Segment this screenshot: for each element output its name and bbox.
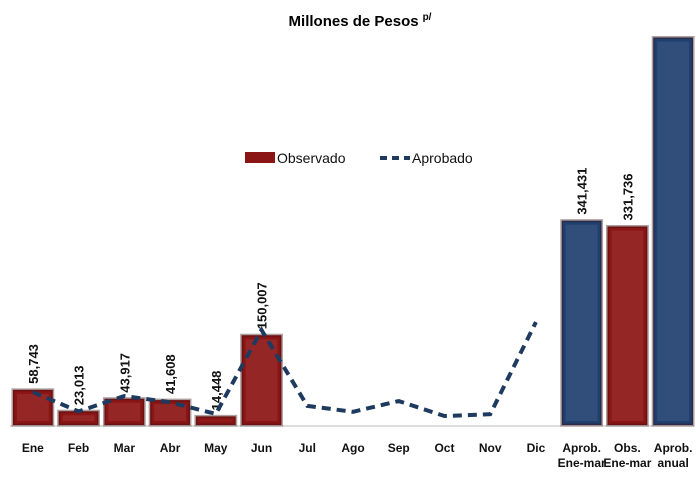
bar xyxy=(651,36,695,427)
bar-sheen xyxy=(62,415,95,421)
bar xyxy=(11,388,55,427)
data-label: 341,431 xyxy=(575,168,590,215)
data-label: 43,917 xyxy=(117,353,132,393)
data-label: 58,743 xyxy=(26,344,41,384)
data-label: 150,007 xyxy=(255,282,270,329)
chart-title: Millones de Pesos p/ xyxy=(289,12,432,30)
x-tick-label: Feb xyxy=(67,441,90,455)
bar xyxy=(102,397,146,427)
title-text: Millones de Pesos xyxy=(289,13,419,30)
bar xyxy=(240,333,283,427)
x-tick-label: Nov xyxy=(478,441,502,455)
x-tick-label: Aprob. anual xyxy=(653,441,693,470)
bar xyxy=(194,414,238,427)
x-tick-label: Ene xyxy=(21,441,44,455)
x-tick-label: Sep xyxy=(387,441,410,455)
data-label: 14,448 xyxy=(209,371,224,411)
x-tick-label: Mar xyxy=(113,441,135,455)
line xyxy=(32,321,538,419)
x-tick-label: Jul xyxy=(298,441,316,455)
data-label: 23,013 xyxy=(72,365,87,405)
data-label: 647,480 xyxy=(666,0,681,32)
bar-sheen xyxy=(565,224,598,421)
x-tick-label: Ago xyxy=(341,441,365,455)
x-tick-label: May xyxy=(204,441,228,455)
x-tick-label: Jun xyxy=(250,441,273,455)
bar xyxy=(560,219,604,427)
x-tick-label: Oct xyxy=(434,441,455,455)
bar-sheen xyxy=(657,41,690,422)
x-tick-label: Abr xyxy=(159,441,181,455)
bar xyxy=(606,224,649,427)
x-tick-label: Aprob. Ene-mar xyxy=(557,441,606,470)
x-tick-label: Dic xyxy=(526,441,546,455)
data-label: 331,736 xyxy=(620,173,635,220)
legend-label: Observado xyxy=(277,150,346,166)
x-tick-label: Obs. Ene-mar xyxy=(603,441,652,470)
data-label: 41,608 xyxy=(163,354,178,394)
legend-swatch xyxy=(245,152,275,163)
legend-label: Aprobado xyxy=(412,150,473,166)
title-note: p/ xyxy=(423,12,432,23)
bar-sheen xyxy=(611,230,644,421)
bar-sheen xyxy=(154,404,186,421)
bar-sheen xyxy=(108,402,141,421)
bar-sheen xyxy=(16,393,49,421)
bar-sheen xyxy=(199,420,232,421)
